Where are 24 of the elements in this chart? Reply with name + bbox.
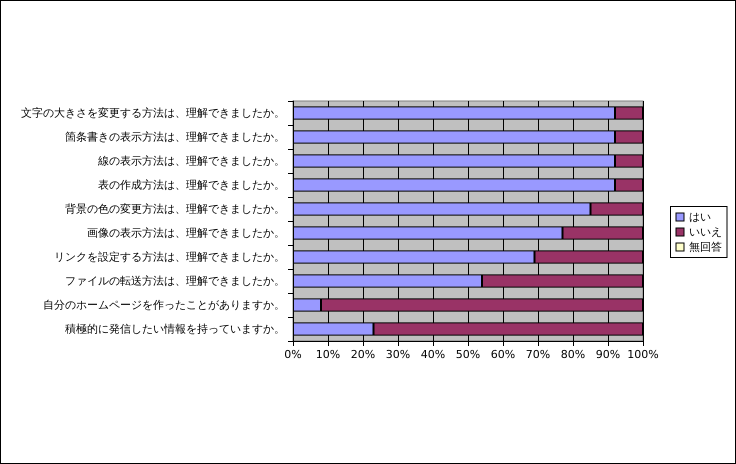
x-tick-label: 40% — [420, 348, 446, 361]
y-tick-label: 画像の表示方法は、理解できましたか。 — [87, 226, 285, 240]
x-tick-label: 90% — [596, 348, 620, 361]
y-tick-label: 箇条書きの表示方法は、理解できましたか。 — [65, 130, 285, 144]
legend-label: はい — [689, 210, 711, 224]
x-tick-label: 10% — [316, 348, 340, 361]
y-tick-label: 背景の色の変更方法は、理解できましたか。 — [65, 202, 285, 216]
x-tick-label: 30% — [386, 348, 410, 361]
legend-label: 無回答 — [689, 240, 722, 254]
y-tick-label: 積極的に発信したい情報を持っていますか。 — [65, 322, 285, 336]
x-tick-label: 50% — [456, 348, 480, 361]
legend-label: いいえ — [689, 226, 722, 238]
x-tick-label: 100% — [627, 348, 659, 361]
y-tick-label: 表の作成方法は、理解できましたか。 — [98, 178, 285, 192]
x-tick-label: 70% — [526, 348, 550, 361]
y-tick-label: 線の表示方法は、理解できましたか。 — [97, 154, 285, 168]
y-tick-label: 自分のホームページを作ったことがありますか。 — [43, 298, 285, 312]
x-tick-label: 0% — [284, 348, 302, 361]
y-tick-label: ファイルの転送方法は、理解できましたか。 — [65, 274, 285, 288]
x-tick-label: 80% — [560, 348, 586, 361]
x-tick-label: 20% — [350, 348, 376, 361]
y-tick-label: 文字の大きさを変更する方法は、理解できましたか。 — [21, 106, 285, 120]
x-tick-label: 60% — [490, 348, 516, 361]
y-tick-label: リンクを設定する方法は、理解できましたか。 — [54, 250, 285, 264]
